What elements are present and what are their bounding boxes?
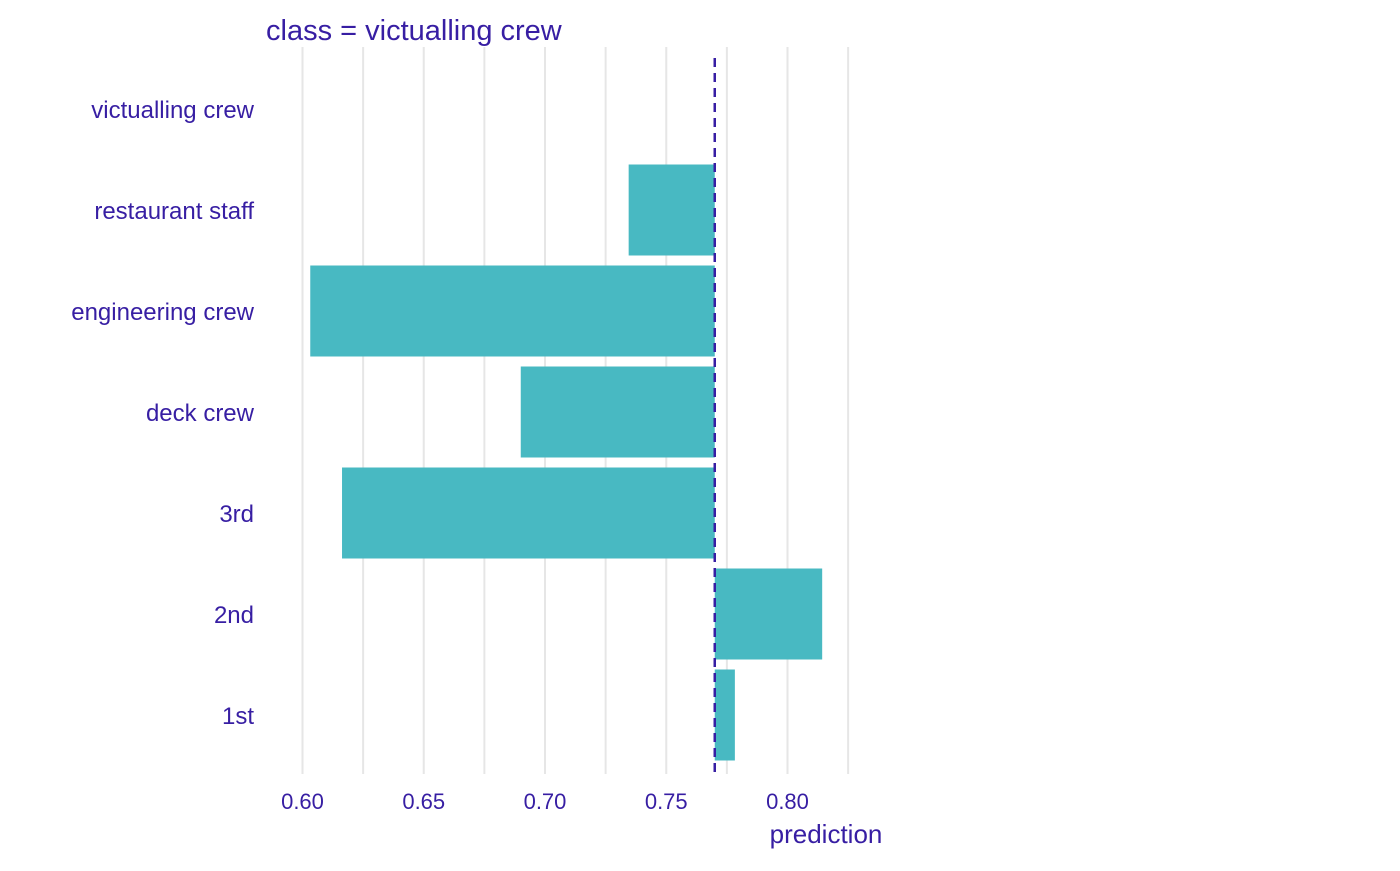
x-tick-label: 0.65 [402,789,445,814]
x-tick-label: 0.70 [524,789,567,814]
x-tick-label: 0.80 [766,789,809,814]
category-label: 3rd [219,501,254,528]
category-label: restaurant staff [94,198,254,225]
x-tick-label: 0.60 [281,789,324,814]
bar-restaurant-staff [628,164,715,256]
bar-layer [310,164,823,761]
chart-title: class = victualling crew [266,15,563,47]
category-label: engineering crew [71,299,254,326]
category-label: 2nd [214,602,254,629]
bar-engineering-crew [310,265,715,357]
x-tick-label: 0.75 [645,789,688,814]
category-labels: victualling crew restaurant staff engineer… [71,97,254,730]
bar-deck-crew [520,366,715,458]
category-label: 1st [222,703,254,730]
bar-2nd [714,568,823,660]
x-tick-labels: 0.60 0.65 0.70 0.75 0.80 [281,789,809,814]
bar-3rd [342,467,715,559]
bar-1st [714,669,735,761]
category-label: deck crew [146,400,255,427]
x-axis-title: prediction [770,819,883,849]
category-label: victualling crew [91,97,254,124]
